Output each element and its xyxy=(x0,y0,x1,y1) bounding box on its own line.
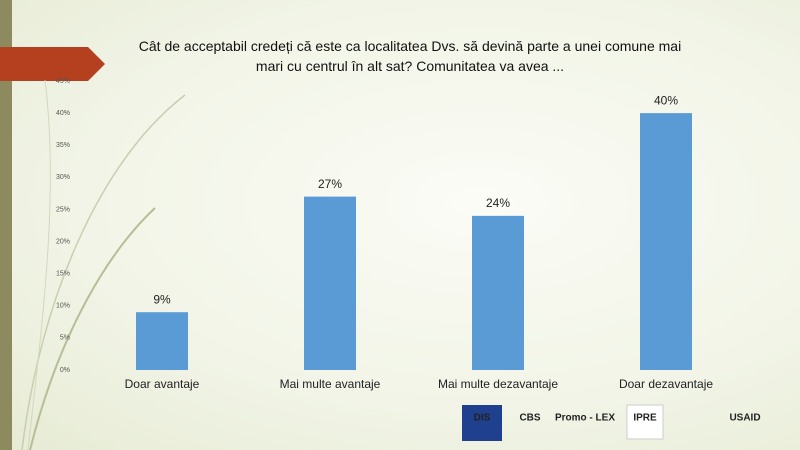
decor-curve xyxy=(29,207,156,450)
bar xyxy=(640,113,692,370)
bar xyxy=(304,196,356,370)
logos: DIS CBS Promo - LEX IPRE USAID xyxy=(462,404,761,441)
logo-box xyxy=(626,404,664,440)
x-tick-label: Mai multe avantaje xyxy=(280,377,381,391)
logo-text: DIS xyxy=(474,413,491,424)
logo-text: Promo - LEX xyxy=(555,413,615,424)
y-tick-label: 10% xyxy=(56,303,70,310)
value-label: 9% xyxy=(153,292,171,306)
decor-curve xyxy=(27,79,51,450)
logo-text: IPRE xyxy=(633,413,657,424)
y-tick-label: 40% xyxy=(56,110,70,117)
logo-box xyxy=(462,405,502,441)
bar xyxy=(136,312,188,370)
x-tick-label: Mai multe dezavantaje xyxy=(438,377,558,391)
logo-text: CBS xyxy=(519,413,540,424)
bar xyxy=(472,215,524,370)
value-label: 24% xyxy=(486,196,510,210)
chart-title: Cât de acceptabil credeți că este ca loc… xyxy=(138,38,682,74)
decor-curve xyxy=(21,94,186,450)
value-label: 40% xyxy=(654,93,678,107)
arrow-banner xyxy=(0,47,105,81)
y-tick-label: 15% xyxy=(56,271,70,278)
y-tick-label: 35% xyxy=(56,142,70,149)
logo-text: USAID xyxy=(729,413,760,424)
y-tick-label: 0% xyxy=(60,367,70,374)
y-tick-label: 5% xyxy=(60,335,70,342)
x-tick-label: Doar dezavantaje xyxy=(619,377,713,391)
y-tick-label: 30% xyxy=(56,174,70,181)
side-strip xyxy=(0,0,12,450)
y-tick-label: 25% xyxy=(56,206,70,213)
y-tick-label: 45% xyxy=(56,78,70,85)
x-tick-label: Doar avantaje xyxy=(125,377,200,391)
value-label: 27% xyxy=(318,177,342,191)
y-tick-label: 20% xyxy=(56,238,70,245)
